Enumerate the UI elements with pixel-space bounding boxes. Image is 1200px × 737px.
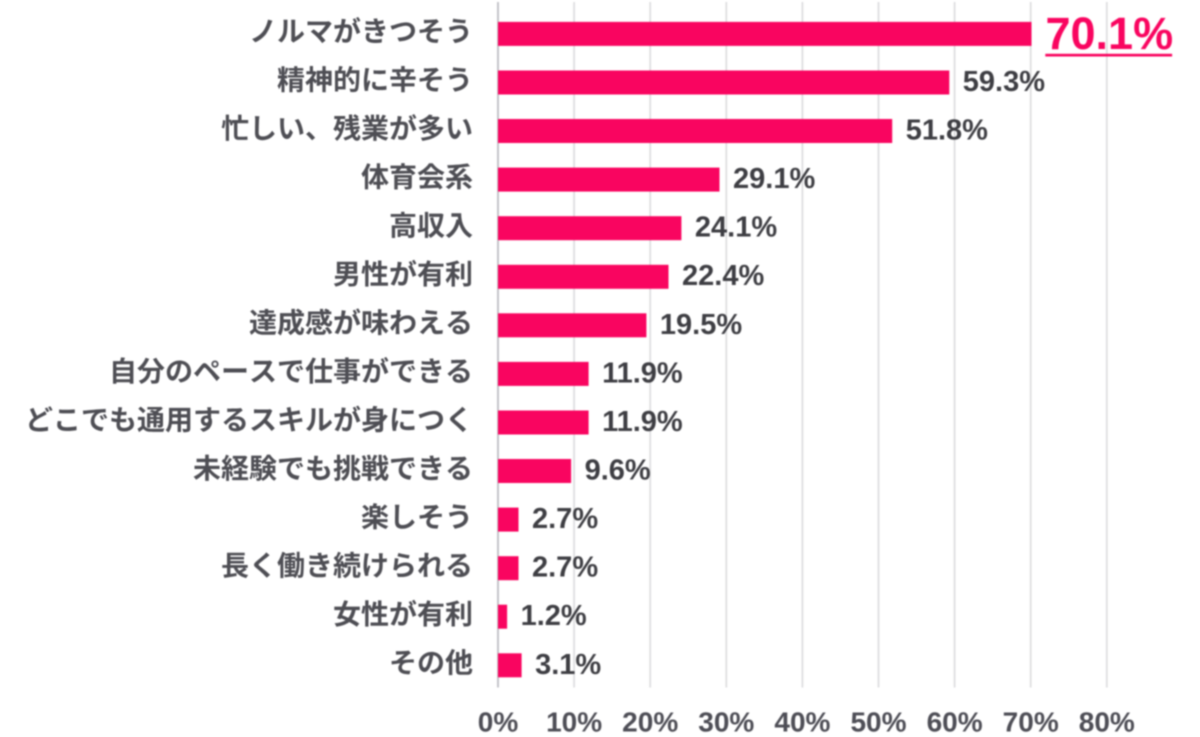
svg-text:22.4%: 22.4% <box>682 260 764 292</box>
svg-text:80%: 80% <box>1079 707 1135 737</box>
svg-text:40%: 40% <box>774 707 830 737</box>
svg-text:11.9%: 11.9% <box>602 357 683 389</box>
svg-text:1.2%: 1.2% <box>521 600 587 632</box>
svg-text:11.9%: 11.9% <box>602 406 683 438</box>
svg-text:51.8%: 51.8% <box>906 115 988 147</box>
svg-text:2.7%: 2.7% <box>532 503 598 535</box>
svg-text:9.6%: 9.6% <box>585 455 651 487</box>
svg-text:59.3%: 59.3% <box>963 66 1045 98</box>
svg-text:24.1%: 24.1% <box>695 212 777 244</box>
svg-text:60%: 60% <box>927 707 983 737</box>
svg-text:50%: 50% <box>850 707 906 737</box>
svg-text:0%: 0% <box>478 707 519 737</box>
svg-text:29.1%: 29.1% <box>733 163 815 195</box>
svg-text:10%: 10% <box>546 707 602 737</box>
svg-text:19.5%: 19.5% <box>660 309 742 341</box>
svg-text:3.1%: 3.1% <box>535 649 601 681</box>
svg-text:20%: 20% <box>622 707 678 737</box>
svg-text:70.1%: 70.1% <box>1046 8 1174 59</box>
svg-text:30%: 30% <box>698 707 754 737</box>
svg-text:2.7%: 2.7% <box>532 552 598 584</box>
svg-text:70%: 70% <box>1003 707 1059 737</box>
